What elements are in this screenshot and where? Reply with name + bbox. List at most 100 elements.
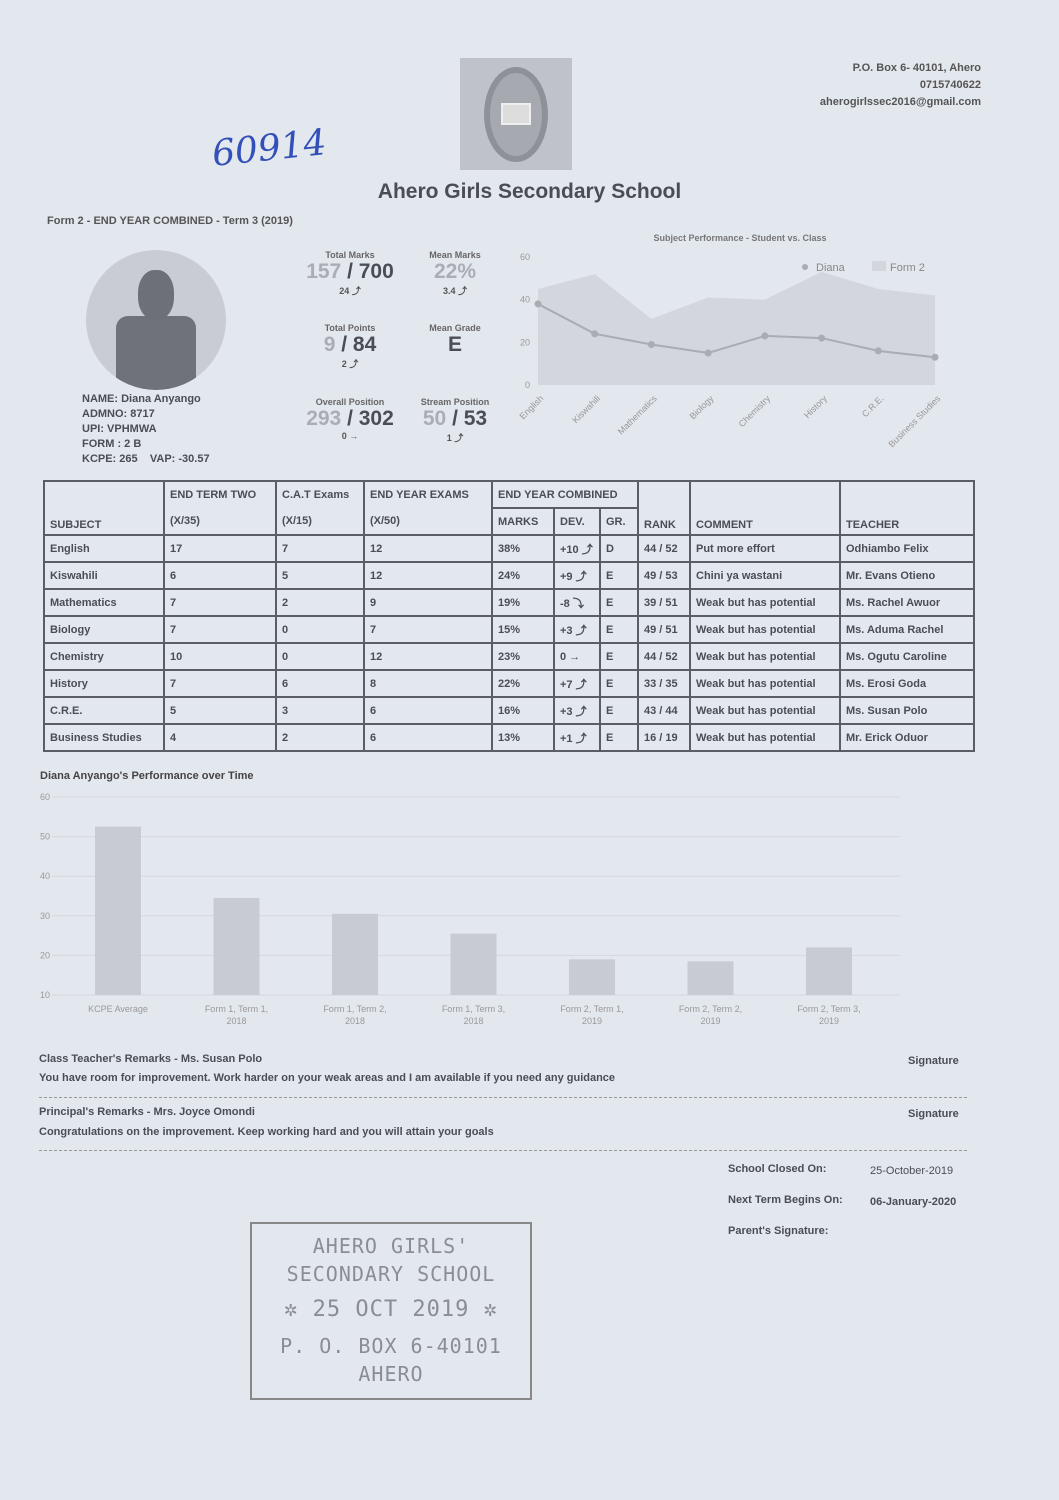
- cell-subject: History: [43, 669, 165, 698]
- diana-point: [761, 332, 769, 340]
- divider: [39, 1097, 967, 1098]
- stat-value: 9: [323, 333, 336, 356]
- y-tick-label: 40: [40, 871, 50, 881]
- results-table: SUBJECT END TERM TWO C.A.T Exams END YEA…: [43, 480, 975, 752]
- cell-cat: 2: [275, 588, 365, 617]
- class-teacher-remarks-label: Class Teacher's Remarks - Ms. Susan Polo: [39, 1053, 263, 1065]
- cell-marks: 13%: [491, 723, 555, 752]
- x-tick-label: C.R.E.: [860, 393, 886, 419]
- bar: [332, 913, 378, 995]
- cell-comment: Weak but has potential: [689, 669, 841, 698]
- diana-point: [647, 340, 655, 348]
- stat-delta: 0 →: [341, 431, 359, 441]
- stat-mean-marks: Mean Marks 22% 3.4 ⤴: [395, 250, 515, 297]
- diana-point: [874, 347, 882, 355]
- cell-dev: +3 ⤴: [553, 615, 601, 644]
- col-cat-max: (X/15): [275, 508, 365, 536]
- cell-subject: Kiswahili: [43, 561, 165, 590]
- cell-cat: 0: [275, 642, 365, 671]
- stamp-date: ✲ 25 OCT 2019 ✲: [284, 1297, 498, 1322]
- x-tick-label: English: [517, 393, 545, 421]
- cell-grade: E: [599, 669, 639, 698]
- bar: [806, 947, 852, 995]
- stat-overall-position: Overall Position 293 / 302 0 →: [290, 397, 410, 441]
- cell-end-year-exams: 8: [363, 669, 493, 698]
- y-tick-label: 40: [520, 295, 530, 305]
- col-dev: DEV.: [553, 507, 601, 536]
- cell-end-year-exams: 12: [363, 642, 493, 671]
- cell-marks: 38%: [491, 534, 555, 563]
- x-tick-label: History: [802, 393, 829, 420]
- school-address: P.O. Box 6- 40101, Ahero: [852, 62, 981, 74]
- cell-subject: English: [43, 534, 165, 563]
- table-row: C.R.E. 5 3 6 16% +3 ⤴ E 43 / 44 Weak but has pot…: [43, 696, 975, 725]
- diana-point: [818, 334, 826, 342]
- stat-total-points: Total Points 9 / 84 2 ⤴: [290, 323, 410, 370]
- cell-rank: 33 / 35: [637, 669, 691, 698]
- cell-grade: E: [599, 561, 639, 590]
- stat-value: 293: [306, 407, 342, 430]
- y-tick-label: 20: [40, 950, 50, 960]
- cell-end-term-two: 4: [163, 723, 277, 752]
- cell-comment: Chini ya wastani: [689, 561, 841, 590]
- cell-end-term-two: 7: [163, 615, 277, 644]
- cell-dev: +3 ⤴: [553, 696, 601, 725]
- form2-area: [538, 271, 935, 385]
- school-contact: P.O. Box 6- 40101, Ahero 0715740622 aher…: [820, 60, 981, 111]
- student-kcpe: KCPE: 265: [82, 453, 138, 465]
- cell-teacher: Ms. Rachel Awuor: [839, 588, 975, 617]
- x-tick-label: KCPE Average: [88, 1004, 148, 1014]
- class-teacher-remarks: You have room for improvement. Work hard…: [39, 1072, 616, 1084]
- cell-grade: E: [599, 615, 639, 644]
- stat-total: / 302: [341, 407, 394, 430]
- cell-dev: +1 ⤴: [553, 723, 601, 752]
- cell-marks: 19%: [491, 588, 555, 617]
- col-end-term-two-max: (X/35): [163, 508, 277, 536]
- legend-diana-marker: [802, 264, 808, 270]
- cell-comment: Weak but has potential: [689, 642, 841, 671]
- x-tick-label: Form 1, Term 2, 2018: [323, 1004, 386, 1026]
- col-end-year-combined: END YEAR COMBINED: [491, 480, 639, 509]
- cell-marks: 15%: [491, 615, 555, 644]
- stat-label: Total Points: [324, 323, 376, 333]
- legend-form2-marker: [872, 261, 886, 271]
- cell-comment: Weak but has potential: [689, 723, 841, 752]
- stat-value: 50: [422, 407, 447, 430]
- y-tick-label: 10: [40, 990, 50, 1000]
- x-tick-label: Chemistry: [737, 393, 773, 429]
- bar: [687, 961, 734, 995]
- student-vap: VAP: -30.57: [149, 453, 210, 465]
- cell-marks: 24%: [491, 561, 555, 590]
- y-tick-label: 20: [520, 337, 530, 347]
- stat-label: Mean Grade: [429, 323, 481, 333]
- col-grade: GR.: [599, 507, 639, 536]
- cell-end-term-two: 5: [163, 696, 277, 725]
- school-name: Ahero Girls Secondary School: [377, 180, 682, 203]
- cell-cat: 0: [275, 615, 365, 644]
- table-row: Biology 7 0 7 15% +3 ⤴ E 49 / 51 Weak but has po…: [43, 615, 975, 644]
- bar: [450, 933, 497, 995]
- principal-signature: Signature: [908, 1108, 959, 1120]
- stat-total-marks: Total Marks 157 / 700 24 ⤴: [290, 250, 410, 297]
- cell-subject: Business Studies: [43, 723, 165, 752]
- cell-subject: C.R.E.: [43, 696, 165, 725]
- school-stamp: AHERO GIRLS' SECONDARY SCHOOL ✲ 25 OCT 2…: [250, 1222, 532, 1400]
- stat-value: 22%: [433, 260, 477, 283]
- cell-subject: Chemistry: [43, 642, 165, 671]
- student-admno: ADMNO: 8717: [82, 408, 155, 420]
- table-row: Chemistry 10 0 12 23% 0 → E 44 / 52 Weak but has…: [43, 642, 975, 671]
- stat-delta: 3.4 ⤴: [442, 286, 467, 296]
- cell-rank: 44 / 52: [637, 534, 691, 563]
- diana-point: [704, 349, 712, 357]
- subject-performance-chart: Subject Performance - Student vs. Class 0…: [517, 233, 942, 449]
- chart-title: Subject Performance - Student vs. Class: [653, 233, 826, 243]
- cell-cat: 6: [275, 669, 365, 698]
- col-end-year-exams: END YEAR EXAMS: [363, 480, 493, 508]
- x-tick-label: Form 2, Term 3, 2019: [797, 1004, 860, 1026]
- cell-teacher: Ms. Ogutu Caroline: [839, 642, 975, 671]
- school-phone: 0715740622: [919, 79, 981, 91]
- stat-label: Overall Position: [315, 397, 385, 407]
- cell-end-year-exams: 12: [363, 534, 493, 563]
- cell-teacher: Odhiambo Felix: [839, 534, 975, 563]
- cell-teacher: Ms. Aduma Rachel: [839, 615, 975, 644]
